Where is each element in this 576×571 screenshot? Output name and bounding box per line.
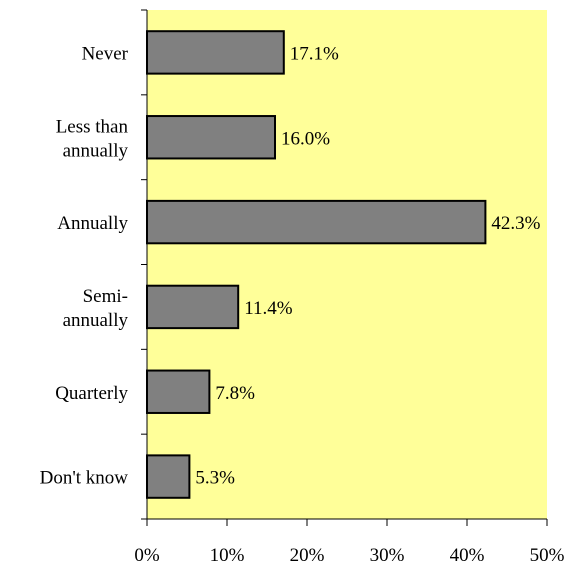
value-tick-label: 30% bbox=[370, 545, 405, 566]
bar bbox=[146, 30, 285, 75]
bar bbox=[146, 454, 191, 499]
value-tick-label: 50% bbox=[530, 545, 565, 566]
bar-value-label: 5.3% bbox=[195, 468, 235, 489]
bar bbox=[146, 115, 276, 160]
category-label: annually bbox=[63, 310, 129, 331]
category-label: Don't know bbox=[40, 468, 129, 489]
value-tick-label: 40% bbox=[450, 545, 485, 566]
plot-area bbox=[147, 10, 547, 519]
bar bbox=[146, 369, 211, 414]
value-tick-label: 0% bbox=[134, 545, 160, 566]
bar-value-label: 42.3% bbox=[491, 213, 540, 234]
category-label: Semi- bbox=[83, 286, 128, 307]
category-axis bbox=[141, 9, 148, 520]
category-label: Never bbox=[82, 43, 129, 64]
bar-value-label: 7.8% bbox=[215, 383, 255, 404]
bar-value-label: 16.0% bbox=[281, 128, 330, 149]
value-ticks-group: 0% 10% 20% 30% 40% 50% bbox=[134, 519, 565, 566]
category-label: Less than bbox=[56, 116, 129, 137]
bar-value-label: 17.1% bbox=[290, 43, 339, 64]
category-labels-group: Never Less than annually Annually Semi-annua… bbox=[40, 43, 129, 488]
value-labels-group: 17.1% 16.0% 42.3% 11.4% 7.8% 5.3% bbox=[195, 43, 540, 488]
bar-value-label: 11.4% bbox=[244, 298, 293, 319]
category-label: Annually bbox=[57, 213, 128, 234]
value-tick-label: 10% bbox=[210, 545, 245, 566]
category-label: annually bbox=[63, 140, 129, 161]
bar bbox=[146, 284, 240, 330]
category-label: Quarterly bbox=[55, 383, 128, 404]
bars-group bbox=[146, 30, 487, 499]
value-tick-label: 20% bbox=[290, 545, 325, 566]
bar bbox=[146, 199, 487, 245]
